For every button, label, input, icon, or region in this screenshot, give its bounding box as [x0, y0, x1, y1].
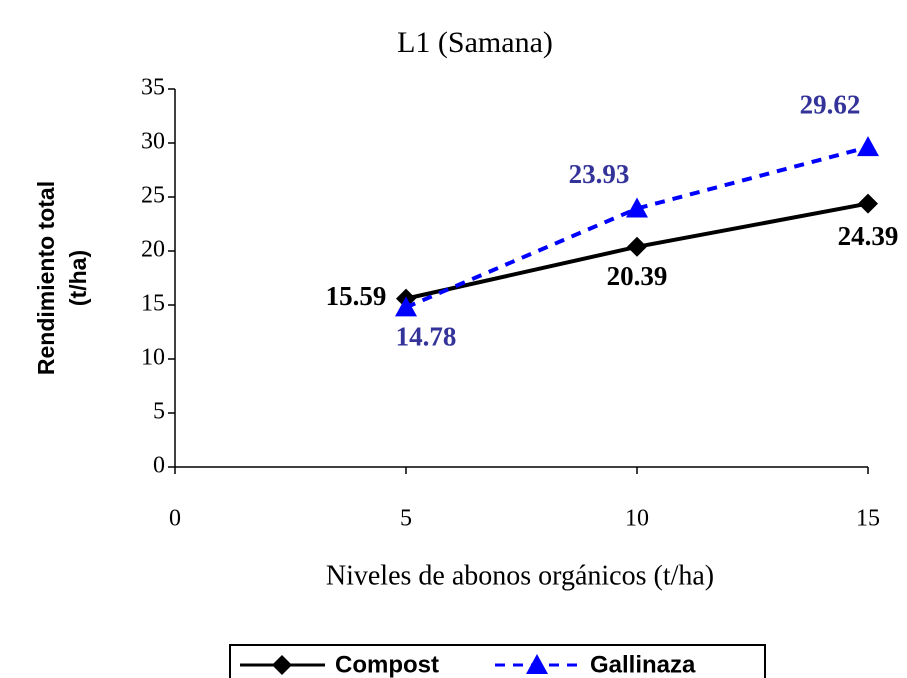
y-tick-label: 0 [153, 453, 165, 479]
data-point [626, 197, 648, 218]
data-point [627, 236, 647, 257]
x-tick-label: 15 [856, 506, 880, 532]
y-axis-label: Rendimiento total [33, 181, 59, 375]
data-label: 29.62 [800, 89, 861, 119]
x-tick-label: 5 [400, 506, 412, 532]
legend-marker [526, 654, 548, 674]
y-tick-label: 15 [141, 291, 165, 317]
legend-label: Compost [335, 651, 439, 678]
legend-box [229, 644, 766, 678]
legend-label: Gallinaza [590, 651, 696, 678]
data-label: 14.78 [396, 322, 457, 352]
y-tick-label: 20 [141, 237, 165, 263]
x-axis-label: Niveles de abonos orgánicos (t/ha) [326, 560, 714, 591]
y-tick-label: 5 [153, 399, 165, 425]
y-tick-label: 35 [141, 75, 165, 101]
data-label: 20.39 [607, 261, 668, 291]
y-tick-label: 10 [141, 345, 165, 371]
data-label: 23.93 [569, 159, 630, 189]
y-tick-label: 25 [141, 183, 165, 209]
y-tick-label: 30 [141, 129, 165, 155]
legend-marker [272, 655, 292, 675]
data-point [858, 193, 878, 214]
data-point [857, 136, 879, 157]
data-point [395, 296, 417, 317]
x-tick-label: 0 [169, 506, 181, 532]
chart-title: L1 (Samana) [397, 26, 553, 59]
data-label: 15.59 [326, 281, 387, 311]
data-label: 24.39 [838, 221, 899, 251]
y-axis-label: (t/ha) [65, 250, 91, 306]
x-tick-label: 10 [625, 506, 649, 532]
